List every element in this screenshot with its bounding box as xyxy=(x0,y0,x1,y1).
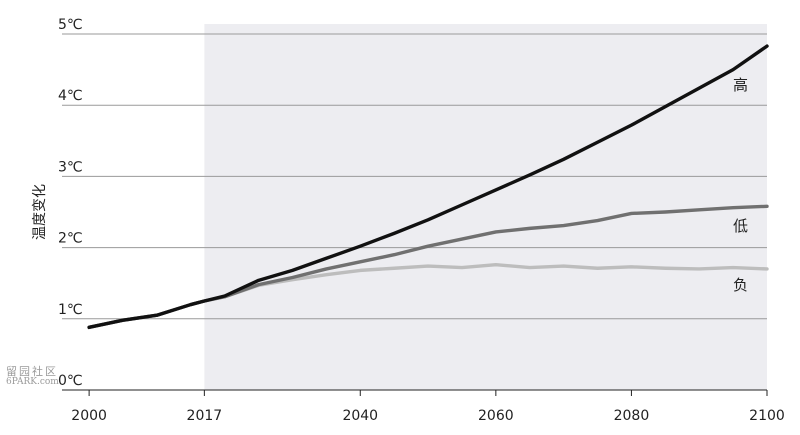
y-tick-label: 3℃ xyxy=(58,159,83,175)
series-lines xyxy=(87,44,769,330)
series-label: 负 xyxy=(733,276,748,294)
grid-lines xyxy=(62,33,767,320)
x-tick-labels: 2000 2017 2040 2060 2080 2100 xyxy=(71,408,785,424)
x-ticks xyxy=(88,390,768,396)
series-labels: 负低高 xyxy=(733,76,748,294)
y-tick-label: 2℃ xyxy=(58,231,83,247)
watermark-site: 6PARK.com xyxy=(6,377,59,387)
series-label: 低 xyxy=(733,217,748,235)
y-tick-label: 5℃ xyxy=(58,17,83,33)
x-tick-label: 2000 xyxy=(71,408,107,424)
series-line xyxy=(87,44,769,330)
y-axis-label: 温度变化 xyxy=(32,184,48,240)
x-tick-label: 2060 xyxy=(478,408,514,424)
y-tick-label: 4℃ xyxy=(58,88,83,104)
x-tick-label: 2100 xyxy=(749,408,785,424)
y-tick-labels: 0℃ 1℃ 2℃ 3℃ 4℃ 5℃ xyxy=(58,17,83,389)
shaded-projection-region xyxy=(204,24,767,390)
y-tick-label: 1℃ xyxy=(58,302,83,318)
series-label: 高 xyxy=(733,76,748,94)
x-tick-label: 2040 xyxy=(342,408,378,424)
watermark-glyphs: 留园社区 xyxy=(6,365,58,378)
x-tick-label: 2080 xyxy=(614,408,650,424)
y-tick-label: 0℃ xyxy=(58,373,83,389)
watermark-logo: 留园社区 6PARK.com xyxy=(6,366,59,388)
x-tick-label: 2017 xyxy=(187,408,223,424)
